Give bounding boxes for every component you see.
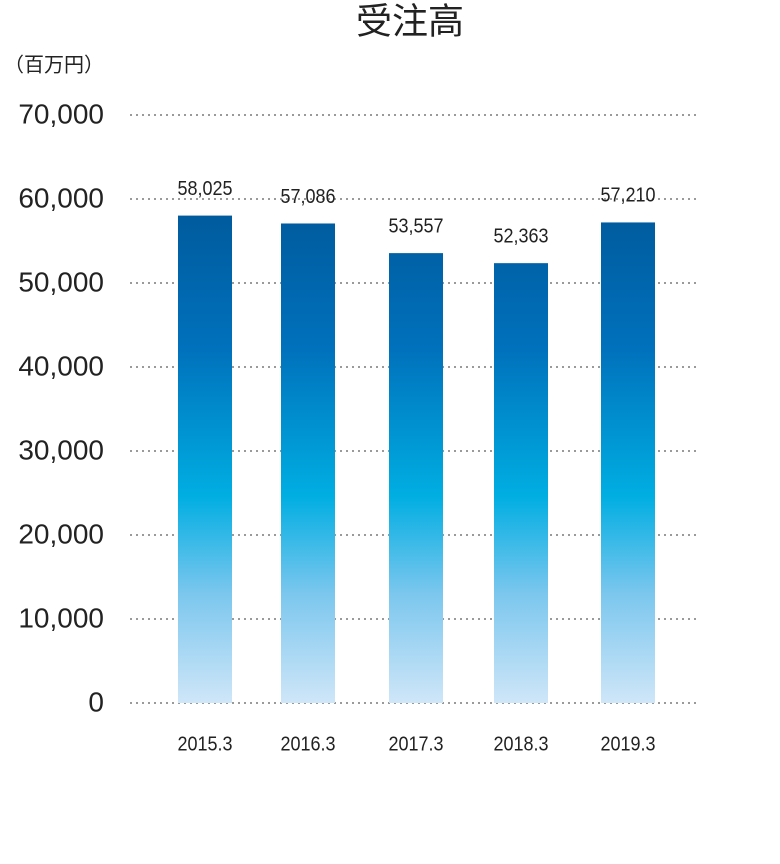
x-tick-label: 2018.3: [493, 733, 548, 755]
y-tick-label: 10,000: [18, 602, 104, 633]
value-label: 57,210: [600, 185, 655, 207]
value-label: 58,025: [177, 178, 232, 200]
bar: [178, 215, 232, 703]
y-tick-label: 60,000: [18, 182, 104, 213]
y-axis-unit: （百万円）: [4, 53, 104, 76]
bar: [281, 223, 335, 703]
value-label: 52,363: [493, 226, 548, 248]
y-tick-label: 40,000: [18, 350, 104, 381]
bar: [494, 263, 548, 703]
x-tick-label: 2019.3: [600, 733, 655, 755]
y-tick-label: 0: [88, 686, 104, 717]
y-tick-label: 50,000: [18, 266, 104, 297]
bar: [389, 253, 443, 703]
x-tick-label: 2016.3: [280, 733, 335, 755]
x-tick-label: 2017.3: [388, 733, 443, 755]
y-tick-label: 70,000: [18, 98, 104, 129]
x-tick-label: 2015.3: [177, 733, 232, 755]
y-tick-label: 20,000: [18, 518, 104, 549]
chart-title: 受注高: [356, 1, 464, 42]
y-tick-label: 30,000: [18, 434, 104, 465]
bar: [601, 222, 655, 703]
value-label: 57,086: [280, 186, 335, 208]
value-label: 53,557: [388, 216, 443, 238]
